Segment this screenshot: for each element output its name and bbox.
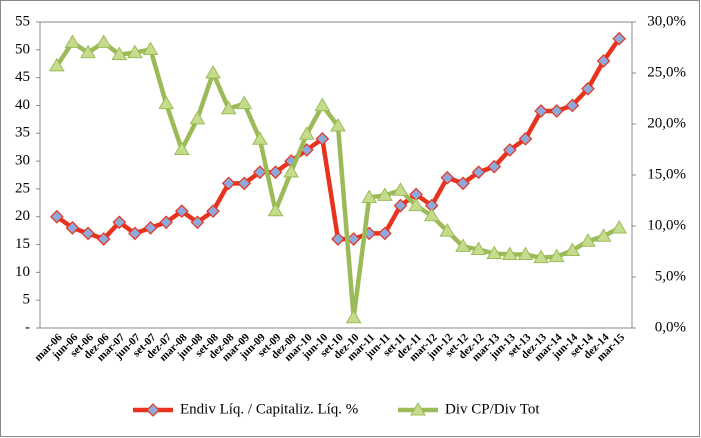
y-tick-label: 10 (15, 264, 30, 280)
point (486, 245, 503, 260)
point (158, 95, 175, 110)
point (361, 189, 378, 203)
point (518, 131, 533, 146)
point (80, 44, 96, 59)
y-tick-label: - (25, 319, 30, 335)
legend-label: Endiv Líq. / Capitaliz. Líq. % (180, 401, 358, 417)
y-tick-label: 35 (15, 125, 30, 141)
point (95, 34, 112, 48)
point (237, 176, 252, 191)
point (393, 198, 408, 213)
legend-marker (410, 402, 426, 416)
point (252, 131, 268, 145)
point (330, 118, 346, 132)
y-tick-label: 50 (15, 41, 30, 57)
point (143, 221, 158, 235)
point (315, 131, 330, 146)
point (298, 126, 315, 140)
y-tick-label: 40 (15, 97, 30, 113)
point (534, 104, 548, 118)
y2-tick-label: 20,0% (647, 115, 686, 131)
point (112, 215, 127, 230)
point (440, 170, 455, 185)
point (439, 223, 456, 237)
point (487, 159, 502, 174)
point (517, 246, 534, 261)
y-tick-label: 5 (23, 292, 31, 308)
y2-tick-label: 0,0% (655, 319, 686, 335)
point (81, 226, 95, 241)
point (64, 34, 81, 48)
point (206, 204, 220, 219)
point (564, 242, 581, 256)
point (501, 246, 518, 261)
legend-label: Div CP/Div Tot (445, 401, 540, 417)
point (205, 65, 221, 79)
point (502, 143, 517, 157)
point (65, 221, 80, 235)
point (581, 81, 595, 96)
point (268, 165, 283, 180)
point (345, 309, 362, 324)
point (48, 57, 65, 72)
point (96, 232, 111, 246)
point (127, 44, 143, 59)
point (221, 176, 236, 191)
point (190, 215, 205, 230)
point (456, 176, 470, 191)
point (283, 163, 300, 178)
point (267, 202, 284, 217)
point (173, 141, 190, 155)
point (220, 100, 237, 115)
point (159, 215, 174, 230)
point (533, 249, 549, 264)
point (392, 182, 409, 196)
point (596, 54, 611, 68)
point (595, 228, 612, 242)
y-tick-label: 30 (15, 153, 30, 169)
point (612, 31, 627, 46)
point (111, 46, 128, 61)
y2-tick-label: 30,0% (647, 13, 686, 29)
y2-tick-label: 10,0% (647, 217, 686, 233)
point (331, 232, 345, 246)
y-tick-label: 45 (15, 69, 30, 85)
point (423, 207, 440, 222)
point (611, 220, 628, 234)
point (470, 241, 487, 255)
y2-tick-label: 15,0% (647, 166, 686, 182)
y-tick-label: 20 (15, 208, 30, 224)
y-tick-label: 25 (15, 180, 30, 196)
point (549, 104, 564, 118)
point (376, 187, 393, 201)
point (236, 95, 253, 110)
point (174, 204, 189, 219)
point (580, 233, 596, 247)
point (471, 165, 486, 180)
point (346, 232, 361, 246)
point (408, 197, 424, 212)
point (49, 209, 64, 224)
y2-tick-label: 25,0% (647, 64, 686, 80)
point (565, 98, 580, 113)
point (378, 226, 392, 241)
legend-marker (146, 403, 160, 417)
y2-tick-label: 5,0% (655, 268, 686, 284)
point (128, 226, 142, 241)
point (253, 165, 267, 180)
point (314, 97, 331, 112)
y-tick-label: 55 (15, 13, 30, 29)
point (548, 248, 565, 263)
point (189, 110, 206, 125)
point (142, 41, 159, 56)
point (455, 238, 471, 252)
y-tick-label: 15 (15, 236, 30, 252)
